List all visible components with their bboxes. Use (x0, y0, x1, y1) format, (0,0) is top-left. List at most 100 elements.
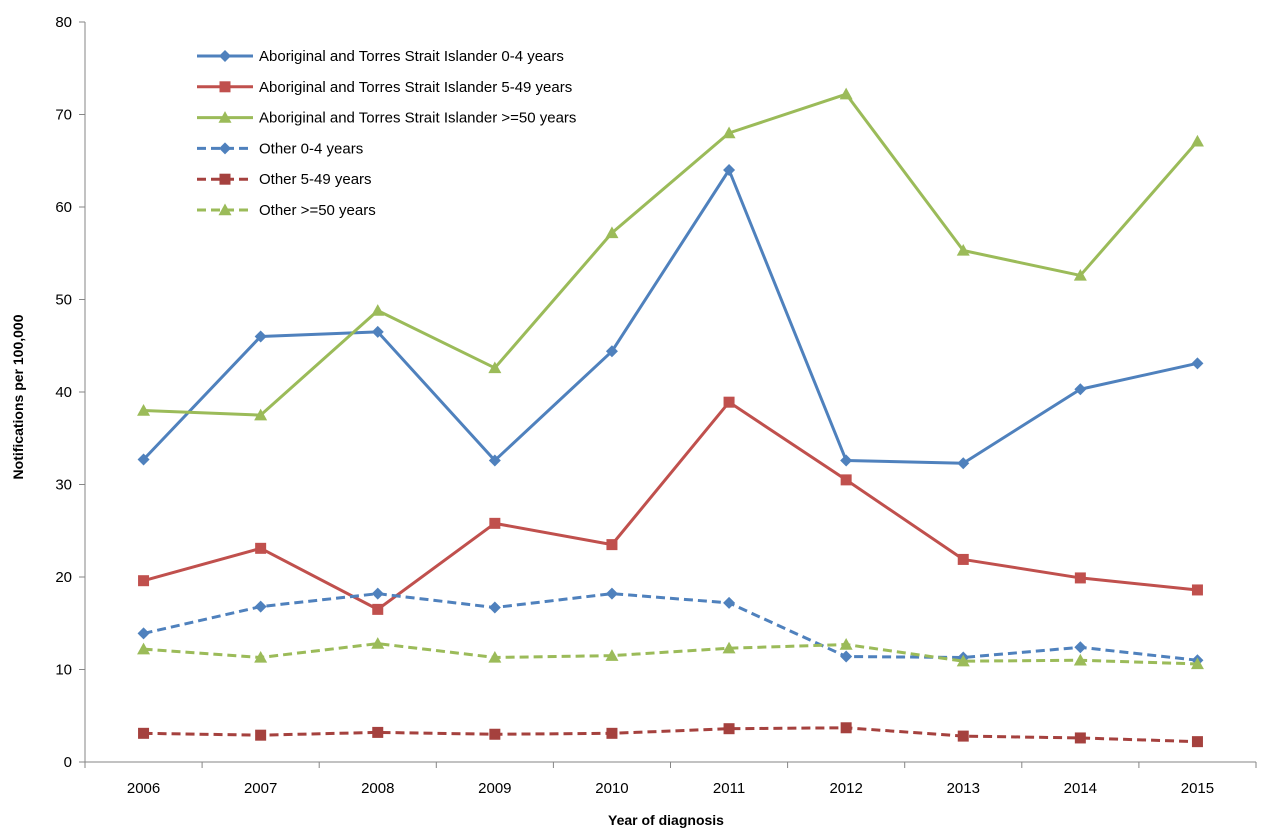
data-point (1073, 653, 1087, 666)
data-point (723, 164, 736, 176)
data-point (1190, 134, 1204, 147)
x-axis-ticks: 2006 2007 2008 2009 2010 2011 2012 2013 2014 2015 (84, 762, 1257, 797)
data-point (254, 408, 268, 421)
x-tick-label: 2008 (361, 780, 394, 797)
legend-item-4: Other 0-4 years (197, 140, 363, 157)
data-point (1074, 572, 1086, 584)
data-point (956, 243, 970, 256)
y-tick-label: 30 (55, 477, 72, 494)
x-tick-label: 2007 (244, 780, 277, 797)
x-tick-label: 2012 (829, 780, 862, 797)
legend-label: Other 0-4 years (259, 140, 363, 157)
data-point (488, 454, 501, 467)
legend-label: Aboriginal and Torres Strait Islander >=… (259, 110, 576, 127)
series-2 (138, 396, 1203, 615)
legend-marker (219, 142, 231, 155)
data-point (255, 729, 267, 741)
data-point (1191, 736, 1203, 748)
data-point (1190, 657, 1204, 670)
legend-marker (219, 173, 231, 185)
data-point (957, 730, 969, 742)
series-6 (137, 637, 1204, 670)
series-1 (137, 164, 1204, 470)
data-point (605, 587, 618, 600)
data-point (488, 650, 502, 663)
data-point (957, 553, 969, 565)
y-tick-label: 10 (55, 662, 72, 679)
legend-label: Other >=50 years (259, 202, 376, 219)
data-point (1073, 268, 1087, 281)
data-point (137, 642, 151, 655)
data-point (840, 454, 853, 467)
data-point (489, 517, 501, 529)
x-tick-label: 2010 (595, 780, 628, 797)
series-line (143, 400, 1198, 611)
data-point (605, 345, 618, 358)
series-3 (137, 87, 1204, 421)
data-point (840, 722, 852, 734)
data-point (1191, 584, 1203, 596)
x-tick-label: 2013 (947, 780, 980, 797)
data-point (957, 457, 970, 470)
y-tick-label: 50 (55, 292, 72, 309)
data-point (605, 226, 619, 239)
data-point (722, 126, 736, 139)
legend-item-3: Aboriginal and Torres Strait Islander >=… (197, 110, 576, 127)
series-line (142, 168, 1198, 465)
legend-marker (219, 81, 231, 93)
legend-marker (218, 203, 232, 216)
y-tick-label: 40 (55, 384, 72, 401)
series-line (143, 726, 1198, 744)
data-point (254, 330, 267, 343)
y-tick-label: 0 (64, 754, 72, 771)
series-line (143, 642, 1198, 666)
data-point (723, 596, 736, 609)
x-tick-label: 2015 (1181, 780, 1214, 797)
data-point (138, 727, 150, 739)
legend-label: Aboriginal and Torres Strait Islander 0-… (259, 48, 564, 65)
series-5 (138, 722, 1203, 748)
series-layer (137, 87, 1204, 748)
data-point (254, 650, 268, 663)
data-point (138, 575, 150, 587)
y-axis-title: Notifications per 100,000 (10, 314, 26, 479)
data-point (255, 542, 267, 554)
data-point (1074, 732, 1086, 744)
data-point (372, 726, 384, 738)
series-line (143, 92, 1199, 417)
data-point (488, 361, 502, 374)
y-tick-label: 20 (55, 569, 72, 586)
series-line (143, 592, 1198, 662)
data-point (839, 87, 853, 100)
legend-label: Other 5-49 years (259, 171, 372, 188)
data-point (606, 539, 618, 551)
data-point (137, 453, 150, 466)
data-point (372, 603, 384, 615)
data-point (840, 650, 853, 663)
x-axis-title: Year of diagnosis (608, 812, 724, 828)
legend-item-1: Aboriginal and Torres Strait Islander 0-… (197, 48, 564, 65)
data-point (606, 727, 618, 739)
x-tick-label: 2009 (478, 780, 511, 797)
data-point (371, 304, 385, 316)
data-point (1074, 641, 1087, 654)
legend-marker (218, 111, 232, 123)
x-tick-label: 2006 (127, 780, 160, 797)
data-point (489, 728, 501, 740)
y-tick-label: 80 (55, 14, 72, 31)
legend-marker (219, 50, 231, 62)
data-point (371, 637, 385, 649)
x-tick-label: 2014 (1064, 780, 1097, 797)
data-point (605, 649, 619, 661)
legend: Aboriginal and Torres Strait Islander 0-… (197, 48, 576, 219)
data-point (254, 600, 267, 613)
legend-item-2: Aboriginal and Torres Strait Islander 5-… (197, 79, 572, 96)
legend-item-5: Other 5-49 years (197, 171, 372, 188)
x-tick-label: 2011 (713, 780, 745, 797)
data-point (371, 325, 384, 338)
data-point (723, 723, 735, 735)
data-point (1074, 383, 1087, 396)
data-point (956, 654, 970, 667)
data-point (839, 638, 853, 650)
